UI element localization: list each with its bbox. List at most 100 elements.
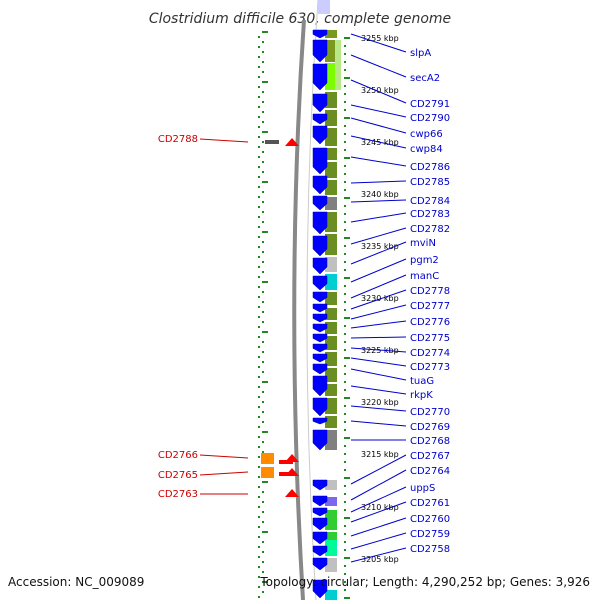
forward-label-leader [350,405,407,412]
kbp-label: 3255 kbp [361,34,399,43]
forward-label-leader [350,274,407,299]
accession-text: Accession: NC_009089 [8,575,144,589]
forward-gene-label: CD2764 [410,466,450,477]
cog-block [325,497,337,506]
forward-gene-arrow [312,275,328,291]
cog-block [325,212,337,232]
cog-block [335,40,341,90]
reverse-gene-label: CD2763 [158,489,198,500]
reverse-gene-label: CD2765 [158,470,198,481]
forward-gene-label: CD2786 [410,162,450,173]
forward-gene-arrow [312,517,328,531]
forward-gene-label: CD2784 [410,196,450,207]
forward-gene-arrow [312,125,328,145]
forward-gene-label: CD2777 [410,301,450,312]
reverse-cog-block [265,140,279,144]
cog-block [325,92,337,108]
forward-gene-arrow [312,579,328,599]
forward-gene-arrow [312,333,328,343]
forward-gene-arrow [312,257,328,275]
kbp-label-bg [358,85,408,95]
forward-gene-label: CD2770 [410,407,450,418]
forward-gene-label: CD2785 [410,177,450,188]
tick-track-inner [258,36,260,598]
forward-gene-label: CD2773 [410,362,450,373]
map-title: Clostridium difficile 630, complete geno… [149,11,451,27]
forward-gene-arrow [312,291,328,303]
cog-block [325,336,337,350]
forward-label-leader [350,258,407,283]
cog-block [325,274,337,290]
kbp-label: 3205 kbp [361,555,399,564]
kbp-label: 3210 kbp [361,503,399,512]
kbp-label-bg [358,189,408,199]
forward-labels: slpA secA2 CD2791 CD2790 cwp66 cwp84 CD2786 CD2… [350,33,450,563]
forward-label-leader [350,104,407,118]
forward-label-leader [350,336,407,339]
cog-block [325,40,337,62]
cog-block [325,257,337,272]
forward-label-leader [350,33,407,53]
reverse-gene-arrow [279,460,293,464]
kbp-label-bg [358,502,408,512]
forward-gene-label: CD2776 [410,317,450,328]
cog-block [325,30,337,38]
forward-gene-arrow [312,195,328,211]
forward-gene-label: CD2791 [410,99,450,110]
cog-block [325,292,337,305]
forward-gene-label: CD2778 [410,286,450,297]
kbp-label: 3240 kbp [361,190,399,199]
forward-gene-arrow [312,29,328,39]
forward-label-leader [350,420,407,427]
kbp-label-bg [358,137,408,147]
kbp-label: 3220 kbp [361,398,399,407]
forward-gene-arrow [312,93,328,113]
reverse-gene-track [279,138,299,497]
cog-block [325,368,337,382]
summary-text: Topology: circular; Length: 4,290,252 bp… [259,575,590,589]
genome-backbone [292,19,306,601]
kbp-label: 3215 kbp [361,450,399,459]
forward-label-leader [350,368,407,381]
forward-label-leader [350,156,407,167]
forward-label-leader [350,304,407,320]
forward-gene-arrow [312,545,328,557]
forward-gene-label: pgm2 [410,255,439,266]
forward-label-leader [350,320,407,329]
forward-gene-arrow [312,235,328,257]
forward-gene-label: secA2 [410,73,440,84]
cog-block [325,308,337,320]
reverse-label-leader [199,471,249,476]
forward-gene-arrow [312,397,328,417]
forward-label-leader [350,241,407,265]
reverse-label-leader [199,454,249,459]
forward-label-leader [350,117,407,134]
cog-color-track [325,30,341,600]
forward-label-leader [350,547,407,563]
forward-gene-arrow [312,353,328,363]
forward-label-leader [350,54,407,78]
forward-gene-label: CD2761 [410,498,450,509]
forward-gene-label: CD2760 [410,514,450,525]
forward-gene-label: rkpK [410,390,433,401]
forward-gene-arrow [312,507,328,517]
reverse-labels: CD2788 CD2766 CD2765 CD2763 [158,134,249,500]
cog-block [325,430,337,450]
forward-label-leader [350,227,407,245]
forward-gene-arrow [318,0,330,14]
kbp-label-bg [358,449,408,459]
forward-gene-arrow [312,113,328,125]
reverse-label-leader [199,138,249,143]
forward-gene-label: manC [410,271,439,282]
forward-gene-arrow [312,375,328,397]
forward-label-leader [350,501,407,523]
backbone-shadow [306,0,319,601]
forward-gene-arrow [312,39,328,63]
forward-label-leader [350,486,407,513]
forward-gene-label: cwp84 [410,144,443,155]
forward-label-leader [350,212,407,223]
forward-label-leader [350,135,407,149]
reverse-gene-label: CD2788 [158,134,198,145]
cog-block [325,540,337,556]
